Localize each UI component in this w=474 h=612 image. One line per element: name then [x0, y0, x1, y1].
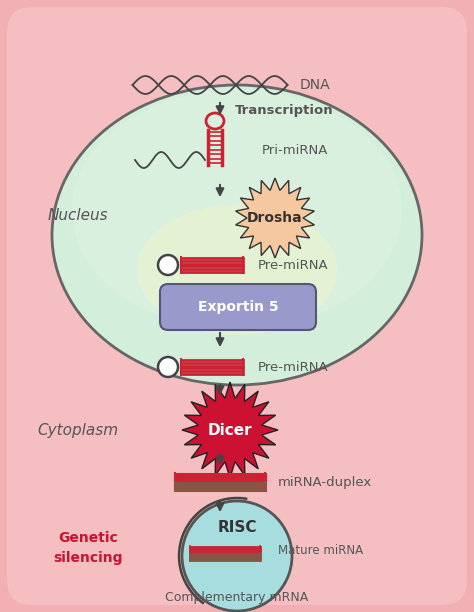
Text: Mature miRNA: Mature miRNA [278, 543, 363, 556]
Text: Nucleus: Nucleus [48, 207, 109, 223]
Text: Complementary mRNA: Complementary mRNA [165, 592, 309, 605]
Text: Exportin 5: Exportin 5 [198, 300, 278, 314]
Text: miRNA-duplex: miRNA-duplex [278, 476, 372, 488]
Text: Dicer: Dicer [208, 422, 252, 438]
Text: Pre-miRNA: Pre-miRNA [258, 258, 328, 272]
Text: Genetic
silencing: Genetic silencing [53, 531, 123, 565]
Circle shape [182, 501, 292, 611]
FancyBboxPatch shape [7, 7, 467, 605]
Text: Transcription: Transcription [235, 103, 334, 116]
Ellipse shape [52, 85, 422, 385]
Polygon shape [236, 178, 314, 258]
Polygon shape [182, 382, 278, 478]
Circle shape [158, 357, 178, 377]
FancyBboxPatch shape [160, 284, 316, 330]
Text: Drosha: Drosha [247, 211, 303, 225]
Text: Pre-miRNA: Pre-miRNA [258, 360, 328, 373]
Ellipse shape [72, 90, 402, 330]
Text: DNA: DNA [300, 78, 331, 92]
Text: Pri-miRNA: Pri-miRNA [262, 143, 328, 157]
Circle shape [158, 255, 178, 275]
Ellipse shape [137, 205, 337, 335]
Text: Cytoplasm: Cytoplasm [37, 422, 118, 438]
Text: RISC: RISC [217, 520, 257, 536]
